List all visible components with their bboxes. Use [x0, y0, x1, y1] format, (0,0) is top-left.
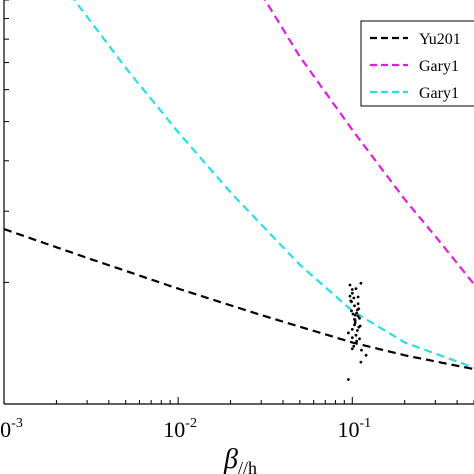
x-tick-label-exponent: -3	[11, 416, 23, 431]
x-axis-title-symbol: β	[223, 444, 238, 474]
chart-curves	[3, 0, 474, 371]
scatter-point	[350, 309, 353, 313]
scatter-point	[353, 321, 357, 324]
x-tick-label: 10-3	[0, 416, 23, 442]
legend-label: Gary1	[419, 58, 459, 75]
scatter-point	[352, 344, 356, 348]
scatter-point	[357, 307, 361, 311]
chart-legend: Yu201 Gary1 Gary1	[360, 20, 474, 107]
scatter-point	[347, 378, 350, 381]
x-tick-label: 10-1	[337, 416, 371, 442]
scatter-point	[356, 329, 359, 332]
legend-label: Yu201	[419, 31, 461, 48]
scatter-point	[352, 296, 356, 300]
scatter-point	[353, 304, 356, 308]
x-tick-label-exponent: -2	[185, 416, 197, 431]
x-tick-label-base: 10	[337, 417, 359, 442]
x-tick-label-base: 10	[163, 417, 185, 442]
scatter-point	[355, 339, 359, 343]
series-line-0	[3, 228, 474, 371]
scatter-point	[353, 323, 356, 327]
scatter-point	[348, 294, 352, 298]
scatter-point	[356, 295, 360, 299]
scatter-point	[356, 302, 360, 306]
x-tick-label: 10-2	[163, 416, 197, 442]
scatter-point	[349, 299, 353, 303]
scatter-point	[350, 336, 354, 339]
scatter-point	[364, 353, 368, 357]
scatter-point	[354, 287, 358, 290]
scatter-point	[354, 333, 358, 337]
scatter-point	[355, 311, 359, 315]
scatter-point	[358, 324, 362, 328]
legend-box	[360, 20, 474, 107]
x-axis-title-subscript: //h	[238, 458, 257, 474]
scatter-point	[359, 360, 363, 364]
x-axis-label: β//h	[223, 444, 257, 474]
scatter-point	[360, 348, 363, 352]
scatter-point	[350, 347, 354, 351]
scatter-point	[350, 288, 354, 291]
scatter-point	[351, 312, 355, 316]
y-axis-ticks	[4, 0, 9, 405]
scatter-point	[350, 291, 354, 295]
x-axis-title: β//h	[223, 444, 257, 474]
scatter-point	[359, 281, 363, 285]
scatter-point	[350, 328, 354, 331]
scatter-point	[356, 314, 360, 318]
scatter-point	[358, 337, 361, 341]
chart-scatter-points	[347, 281, 368, 381]
x-axis-ticks: 10-310-210-1	[0, 397, 474, 442]
scatter-point	[358, 316, 361, 320]
legend-label: Gary1	[419, 85, 459, 102]
x-tick-label-base: 10	[0, 417, 11, 442]
x-tick-label-exponent: -1	[359, 416, 371, 431]
scatter-point	[347, 331, 350, 335]
scatter-point	[348, 283, 352, 287]
plot-axes-frame	[3, 0, 474, 405]
series-line-2	[73, 0, 474, 369]
scatter-point	[353, 319, 357, 322]
scatter-point	[353, 313, 357, 317]
